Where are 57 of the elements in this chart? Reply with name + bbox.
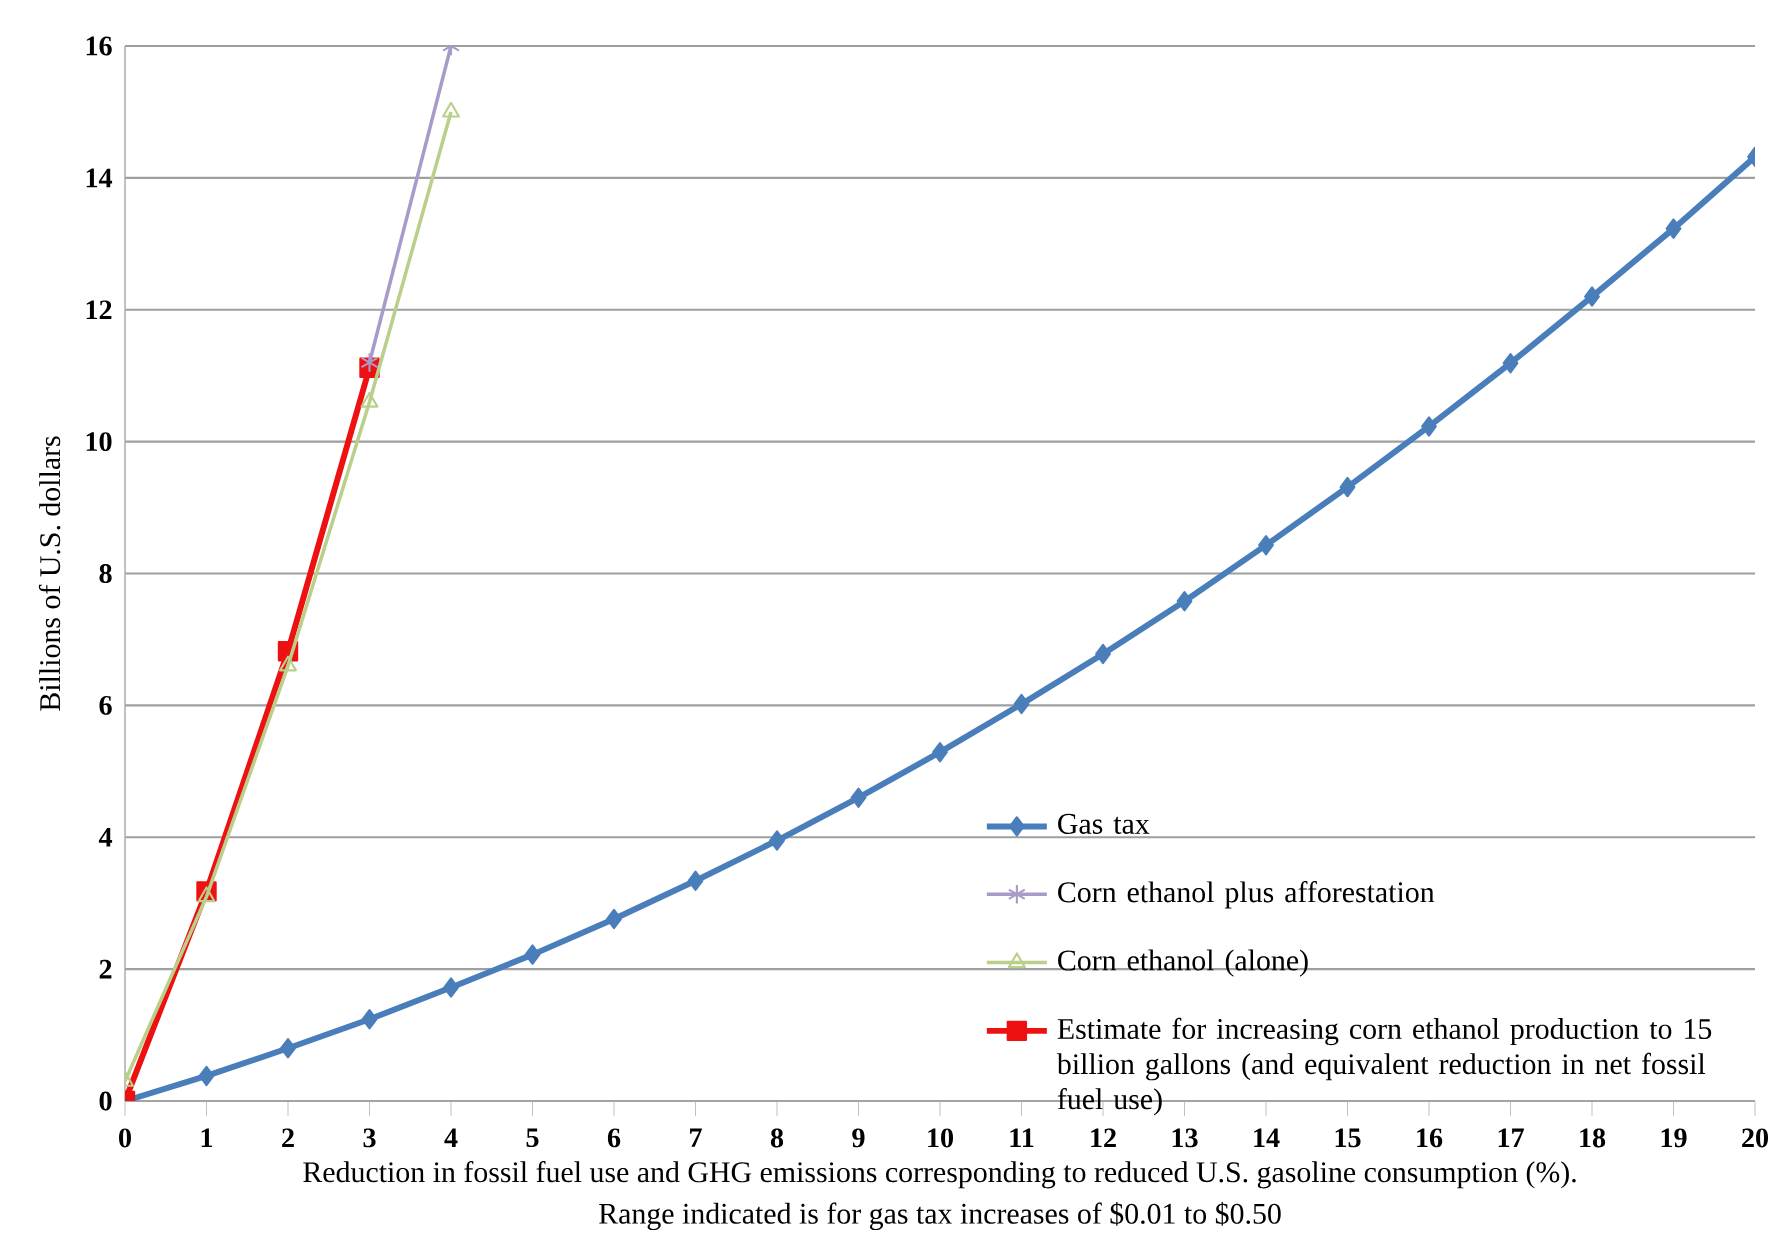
x-tick-label: 7 <box>690 1128 702 1147</box>
x-tick-label: 15 <box>1335 1128 1361 1148</box>
x-tick-label: 8 <box>770 1128 784 1148</box>
point <box>524 944 541 965</box>
x-tick-label: 3 <box>363 1128 376 1148</box>
x-tick-label: 4 <box>444 1128 458 1147</box>
y-axis-title: Billions of U.S. dollars <box>38 436 61 711</box>
legend-label: Corn ethanol plus afforestation <box>1058 881 1435 909</box>
point <box>769 830 785 851</box>
point <box>280 1038 296 1059</box>
y-tick-label: 2 <box>99 959 112 979</box>
x-tick-label: 18 <box>1580 1128 1606 1148</box>
x-tick-label: 5 <box>526 1128 539 1148</box>
x-tick-label: 0 <box>119 1128 131 1148</box>
y-tick-label: 8 <box>99 564 112 583</box>
x-tick-label: 1 <box>201 1128 213 1147</box>
x-tick-label: 6 <box>607 1128 621 1148</box>
point <box>1665 218 1682 239</box>
point <box>1502 352 1519 374</box>
legend-label: Corn ethanol (alone) <box>1058 949 1308 977</box>
point <box>361 1009 378 1030</box>
point <box>1095 643 1111 665</box>
point <box>687 870 704 891</box>
point <box>198 1065 215 1087</box>
y-tick-label: 0 <box>99 1091 112 1111</box>
point <box>932 741 948 763</box>
point <box>1584 286 1600 307</box>
x-tick-label: 11 <box>1010 1128 1034 1147</box>
point <box>360 352 379 373</box>
x-tick-label: 13 <box>1172 1128 1198 1148</box>
point <box>1339 476 1356 498</box>
x-tick-label: 12 <box>1091 1128 1116 1148</box>
point <box>1176 590 1193 612</box>
y-tick-label: 14 <box>86 168 113 188</box>
y-tick-label: 10 <box>86 432 112 452</box>
y-tick-label: 4 <box>98 827 113 847</box>
y-tick-label: 12 <box>86 300 112 320</box>
x-tick-label: 17 <box>1498 1128 1524 1147</box>
point <box>850 787 867 808</box>
x-tick-label: 16 <box>1417 1128 1443 1148</box>
x-axis-title: Reduction in fossil fuel use and GHG emissions corresponding to reduced U.S. gasoline consumption (%). <box>303 1160 1576 1189</box>
point <box>1258 534 1274 556</box>
point <box>1421 416 1437 437</box>
legend-label: Estimate for increasing corn ethanol production to 15 billion gallons (and equivalent reduction in net fossil fuel use) <box>1056 1017 1712 1116</box>
y-tick-label: 6 <box>99 695 112 715</box>
x-tick-label: 10 <box>928 1128 954 1148</box>
x-tick-label: 2 <box>282 1128 294 1148</box>
x-tick-label: 9 <box>852 1128 865 1148</box>
x-tick-label: 20 <box>1742 1128 1769 1148</box>
y-tick-label: 16 <box>86 36 112 56</box>
point <box>443 977 459 998</box>
text: Range indicated is for gas tax increases of $0.01 to $0.50 <box>599 1201 1281 1231</box>
point <box>1013 693 1030 715</box>
x-tick-label: 14 <box>1254 1128 1280 1147</box>
legend-label: Gas tax <box>1058 813 1150 834</box>
x-tick-label: 19 <box>1661 1128 1687 1148</box>
point <box>606 908 622 930</box>
